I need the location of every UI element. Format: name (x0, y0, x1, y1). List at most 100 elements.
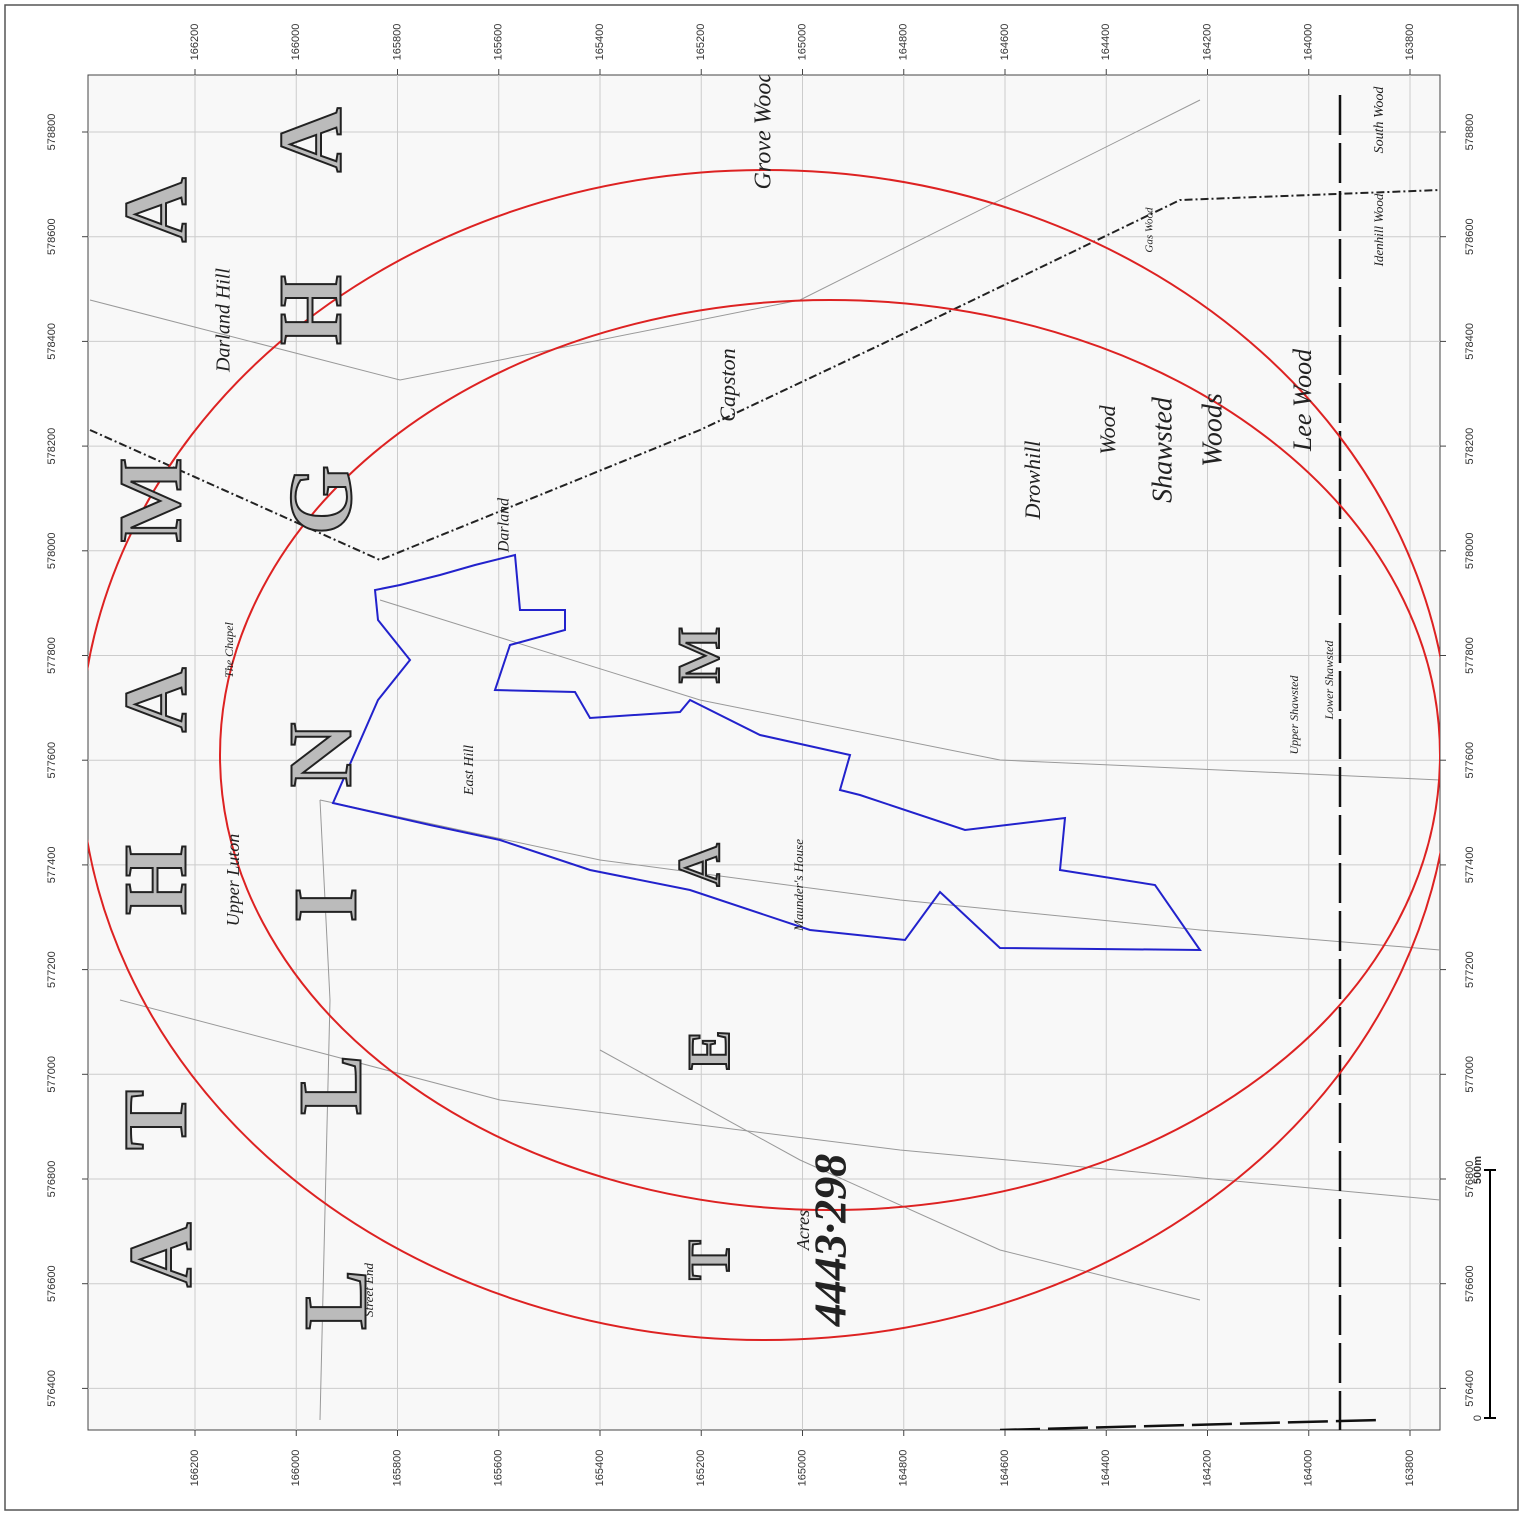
map-letter: T (107, 1090, 206, 1150)
map-letter: L (287, 1270, 386, 1330)
easting-label: 576800 (1464, 1161, 1476, 1198)
place-label: Shawsted (1147, 396, 1178, 503)
map-letter: N (272, 723, 371, 788)
acreage-value: 4443·298 (805, 1154, 856, 1328)
easting-label: 578600 (1464, 218, 1476, 255)
map-letter: M (666, 627, 732, 684)
northing-label: 165400 (594, 24, 606, 61)
northing-label: 165200 (695, 1450, 707, 1487)
easting-label: 578000 (46, 532, 58, 569)
place-label: Upper Luton (223, 834, 243, 927)
easting-label: 576400 (1464, 1370, 1476, 1407)
map-letter: A (262, 108, 361, 173)
northing-label: 164400 (1100, 24, 1112, 61)
easting-label: 578800 (46, 114, 58, 151)
easting-label: 577600 (1464, 742, 1476, 779)
map-letter: A (666, 843, 732, 886)
map-letter: T (676, 1240, 742, 1280)
easting-label: 577200 (46, 951, 58, 988)
northing-label: 164400 (1100, 1450, 1112, 1487)
map-letter: E (676, 1030, 742, 1070)
place-label: Capston (715, 348, 740, 421)
easting-label: 576600 (1464, 1265, 1476, 1302)
place-label: Woods (1197, 393, 1228, 467)
easting-label: 578400 (1464, 323, 1476, 360)
northing-label: 164200 (1201, 1450, 1213, 1487)
northing-label: 164800 (898, 24, 910, 61)
place-label: Drowhill (1020, 441, 1045, 521)
map-letter: H (262, 275, 361, 345)
easting-label: 576600 (46, 1265, 58, 1302)
place-label: Gas Wood (1144, 207, 1156, 253)
place-label: South Wood (1372, 86, 1387, 154)
place-label: Darland (496, 497, 513, 553)
place-label: East Hill (462, 745, 477, 796)
place-label: Lower Shawsted (1322, 640, 1336, 721)
map-features: A M A H T A A H G N I L L M A E T Darlan… (88, 70, 1440, 1430)
outer-zone (88, 169, 1440, 1341)
easting-label: 577000 (1464, 1056, 1476, 1093)
map-letter: A (107, 668, 206, 733)
acreage-label: Acres (793, 1210, 813, 1251)
grid (88, 75, 1440, 1430)
northing-label: 165000 (796, 24, 808, 61)
easting-label: 578200 (1464, 428, 1476, 465)
place-label: Street End (361, 1262, 376, 1317)
map-letter: M (102, 458, 201, 543)
northing-label: 165200 (695, 24, 707, 61)
place-label: Lee Wood (1288, 348, 1317, 452)
place-label: The Chapel (222, 622, 236, 678)
easting-label: 578800 (1464, 114, 1476, 151)
easting-label: 576400 (46, 1370, 58, 1407)
northing-label: 166200 (189, 24, 201, 61)
northing-label: 165800 (391, 24, 403, 61)
scale-start: 0 (1472, 1415, 1484, 1421)
northing-label: 163800 (1404, 24, 1416, 61)
northing-label: 165000 (796, 1450, 808, 1487)
field-lines (89, 95, 1440, 1430)
easting-label: 578000 (1464, 532, 1476, 569)
northing-label: 164200 (1201, 24, 1213, 61)
northing-label: 163800 (1404, 1450, 1416, 1487)
northing-label: 164000 (1303, 1450, 1315, 1487)
easting-label: 577400 (1464, 847, 1476, 884)
place-label: Wood (1095, 404, 1120, 454)
scale-end-label: 500m (1472, 1156, 1484, 1184)
easting-label: 577600 (46, 742, 58, 779)
easting-label: 578600 (46, 218, 58, 255)
map-letter: H (107, 845, 206, 915)
easting-label: 577200 (1464, 951, 1476, 988)
place-labels: Darland Hill Upper Luton East Hill Darla… (213, 70, 1388, 1328)
northing-label: 166200 (189, 1450, 201, 1487)
place-label: Maunder's House (791, 839, 806, 932)
easting-label: 578200 (46, 428, 58, 465)
northing-label: 166000 (290, 24, 302, 61)
map-letter: A (107, 178, 206, 243)
northing-label: 165400 (594, 1450, 606, 1487)
northing-label: 164600 (999, 24, 1011, 61)
northing-label: 164000 (1303, 24, 1315, 61)
northing-label: 164600 (999, 1450, 1011, 1487)
lettering: A M A H T A A H G N I L L M A E T (101, 107, 743, 1332)
map-letter: I (277, 887, 376, 922)
scale-bar: 0 500m (1472, 1156, 1496, 1421)
map-frame (87, 74, 1441, 1431)
place-label: Grove Wood (751, 70, 777, 190)
northing-label: 164800 (898, 1450, 910, 1487)
easting-label: 576800 (46, 1161, 58, 1198)
place-label: Darland Hill (213, 268, 235, 373)
map-letter: L (282, 1055, 381, 1115)
easting-label: 577000 (46, 1056, 58, 1093)
northing-label: 165800 (391, 1450, 403, 1487)
map-letter: G (272, 465, 371, 535)
northing-label: 165600 (493, 24, 505, 61)
site-boundary (331, 553, 1202, 952)
easting-label: 577400 (46, 847, 58, 884)
easting-label: 578400 (46, 323, 58, 360)
easting-label: 577800 (46, 637, 58, 674)
northing-label: 166000 (290, 1450, 302, 1487)
map-letter: A (112, 1223, 211, 1288)
place-label: Idenhill Wood (1371, 193, 1386, 267)
place-label: Upper Shawsted (1287, 675, 1301, 755)
